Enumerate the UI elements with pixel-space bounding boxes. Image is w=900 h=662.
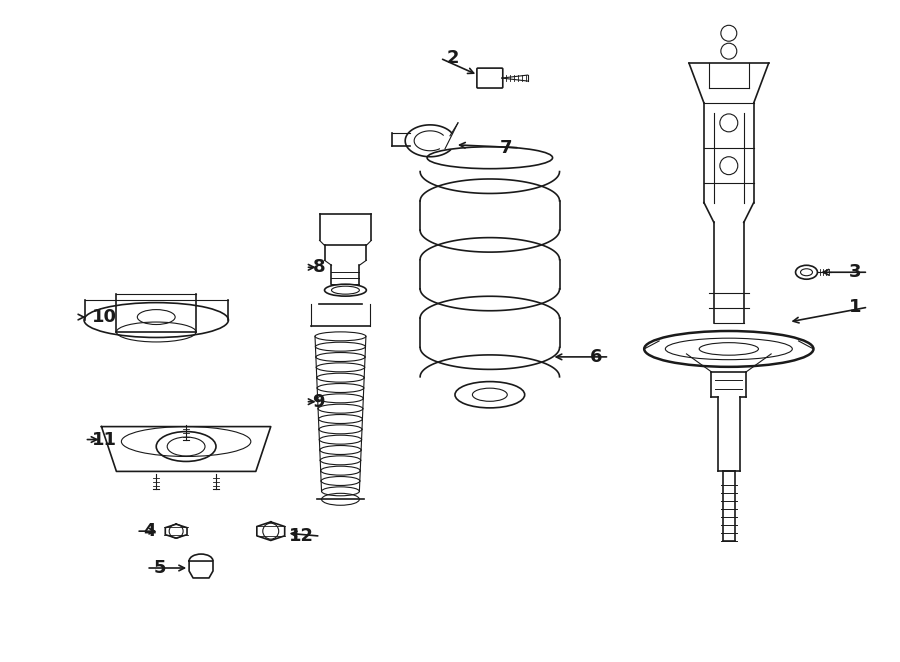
Text: 12: 12 xyxy=(289,527,313,545)
Text: 9: 9 xyxy=(312,393,325,410)
Text: 6: 6 xyxy=(590,348,602,366)
Text: 4: 4 xyxy=(143,522,156,540)
Text: 3: 3 xyxy=(849,263,861,281)
Text: 1: 1 xyxy=(849,298,861,316)
Text: 11: 11 xyxy=(92,430,116,449)
Text: 2: 2 xyxy=(447,49,460,67)
Text: 5: 5 xyxy=(153,559,166,577)
Text: 7: 7 xyxy=(500,139,513,157)
Text: 8: 8 xyxy=(312,258,325,276)
Text: 10: 10 xyxy=(92,308,116,326)
